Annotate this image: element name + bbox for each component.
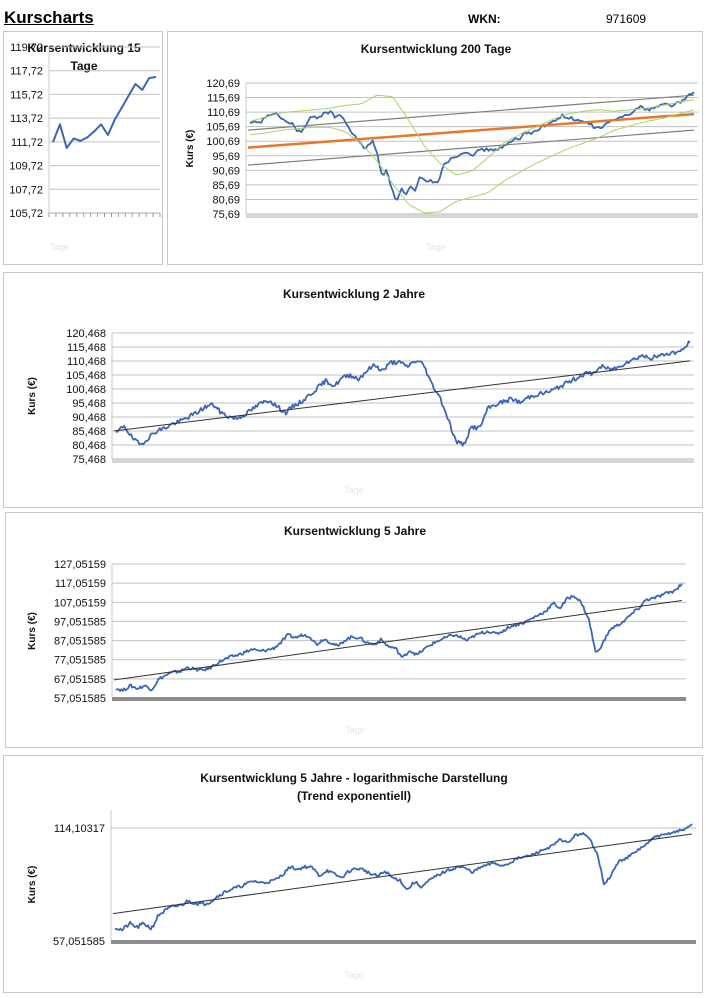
y-tick-label: 115,468 xyxy=(67,342,106,354)
trend-channel-line xyxy=(247,94,695,131)
y-tick-label: 75,69 xyxy=(212,209,240,221)
trend-line xyxy=(112,833,693,915)
y-tick-label: 105,69 xyxy=(206,122,240,134)
chart-title: Kursentwicklung 15 xyxy=(27,41,141,55)
trend-line xyxy=(113,599,683,681)
y-tick-label: 90,468 xyxy=(72,412,106,424)
chart-title: Kursentwicklung 2 Jahre xyxy=(283,287,425,301)
chart-panel-5-years-log: Kursentwicklung 5 Jahre - logarithmische… xyxy=(3,755,703,993)
y-tick-label: 67,051585 xyxy=(54,674,106,686)
y-tick-label: 57,051585 xyxy=(53,936,105,948)
price-line xyxy=(115,340,691,447)
x-axis-label: Tage xyxy=(49,242,69,252)
trend-channel-line xyxy=(247,129,695,166)
price-line xyxy=(115,583,683,692)
y-tick-label: 107,72 xyxy=(9,184,43,196)
y-tick-label: 113,72 xyxy=(10,113,43,125)
wkn-value: 971609 xyxy=(606,12,647,26)
chart-panel-2-years: Kursentwicklung 2 Jahre 120,468 115,468 110… xyxy=(3,272,703,508)
bollinger-band-line xyxy=(249,109,695,214)
trend-line xyxy=(113,360,691,432)
y-tick-label: 114,10317 xyxy=(54,823,105,835)
y-tick-label: 95,468 xyxy=(72,398,106,410)
price-line xyxy=(52,75,157,149)
trend-line-orange xyxy=(247,112,695,149)
y-tick-label: 100,468 xyxy=(66,384,106,396)
x-axis-label: Tage xyxy=(426,242,446,252)
y-tick-label: 97,051585 xyxy=(54,616,106,628)
y-tick-label: 77,051585 xyxy=(54,655,106,667)
y-tick-label: 115,69 xyxy=(207,93,240,105)
x-axis-label: Tage xyxy=(344,485,364,495)
chart-panel-200-days: Kursentwicklung 200 Tage 120,69 115,69 110,… xyxy=(167,31,703,265)
wkn-label: WKN: xyxy=(468,12,501,26)
y-tick-label: 120,69 xyxy=(206,78,240,90)
chart-chart200: Kursentwicklung 200 Tage 120,69 115,69 110,… xyxy=(185,42,698,252)
chart-title: Kursentwicklung 200 Tage xyxy=(361,42,512,56)
chart-chart2y: Kursentwicklung 2 Jahre 120,468 115,468 110… xyxy=(27,287,694,495)
y-tick-label: 85,69 xyxy=(212,180,240,192)
y-tick-label: 87,051585 xyxy=(54,636,106,648)
y-tick-label: 120,468 xyxy=(66,328,106,340)
chart-chart15: Kursentwicklung 15 Tage 119,72 117,72 115,72… xyxy=(9,41,161,252)
y-tick-label: 117,05159 xyxy=(55,578,106,590)
y-axis-label: Kurs (€) xyxy=(27,612,38,650)
y-axis-label: Kurs (€) xyxy=(27,377,38,415)
y-axis-label: Kurs (€) xyxy=(185,130,196,168)
chart-chart5ylog: Kursentwicklung 5 Jahre - logarithmische… xyxy=(27,771,696,980)
chart-panel-15-days: Kursentwicklung 15 Tage 119,72 117,72 115,72… xyxy=(3,31,163,265)
chart-title: (Trend exponentiell) xyxy=(297,789,411,803)
x-axis-ticks xyxy=(246,214,698,218)
chart-title: Tage xyxy=(70,59,97,73)
x-axis xyxy=(111,940,696,944)
y-tick-label: 57,051585 xyxy=(54,693,106,705)
y-tick-label: 110,468 xyxy=(67,356,106,368)
price-line xyxy=(114,823,693,932)
x-axis-ticks xyxy=(112,459,694,463)
y-tick-label: 85,468 xyxy=(72,426,106,438)
y-tick-label: 105,468 xyxy=(66,370,106,382)
y-tick-label: 100,69 xyxy=(206,136,240,148)
y-tick-label: 80,468 xyxy=(72,440,106,452)
x-axis-label: Tage xyxy=(344,970,364,980)
y-axis-label: Kurs (€) xyxy=(27,866,38,904)
y-tick-label: 109,72 xyxy=(9,161,43,173)
x-axis-label: Tage xyxy=(345,725,365,735)
y-tick-label: 75,468 xyxy=(72,454,106,466)
price-line xyxy=(249,91,695,201)
y-tick-label: 107,05159 xyxy=(54,597,106,609)
page-title: Kurscharts xyxy=(4,8,94,27)
y-tick-label: 80,69 xyxy=(212,194,240,206)
y-tick-label: 110,69 xyxy=(207,107,240,119)
y-tick-label: 117,72 xyxy=(10,66,43,78)
y-tick-label: 95,69 xyxy=(212,151,240,163)
chart-title: Kursentwicklung 5 Jahre - logarithmische… xyxy=(200,771,507,785)
chart-title: Kursentwicklung 5 Jahre xyxy=(284,524,426,538)
x-axis xyxy=(112,697,686,701)
y-tick-label: 115,72 xyxy=(10,89,43,101)
y-tick-label: 127,05159 xyxy=(54,559,106,571)
chart-panel-5-years: Kursentwicklung 5 Jahre 127,05159 117,0515… xyxy=(5,512,703,748)
y-tick-label: 90,69 xyxy=(212,165,240,177)
bollinger-band-line xyxy=(249,94,695,176)
y-tick-label: 105,72 xyxy=(9,208,43,220)
chart-chart5y: Kursentwicklung 5 Jahre 127,05159 117,0515… xyxy=(27,524,686,735)
y-tick-label: 111,72 xyxy=(11,137,43,149)
y-tick-label: 119,72 xyxy=(10,42,43,54)
